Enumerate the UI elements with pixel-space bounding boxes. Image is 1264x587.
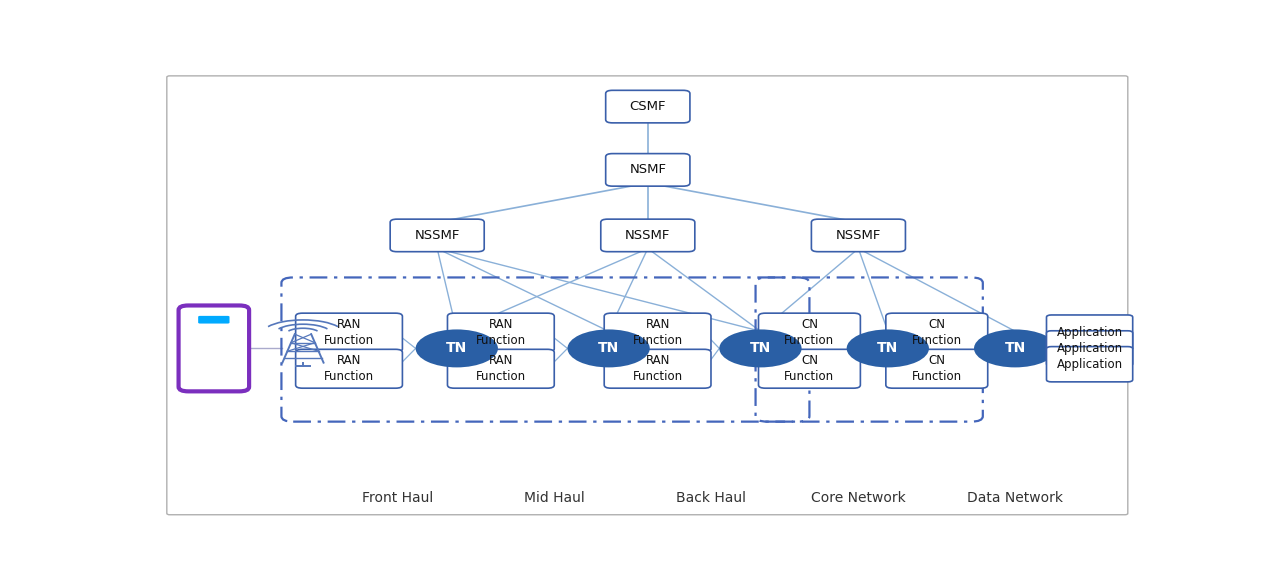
- FancyBboxPatch shape: [605, 90, 690, 123]
- FancyBboxPatch shape: [178, 305, 249, 392]
- Text: RAN
Function: RAN Function: [475, 318, 526, 347]
- Text: Core Network: Core Network: [811, 491, 906, 505]
- Text: Application: Application: [1057, 357, 1122, 371]
- Text: CN
Function: CN Function: [911, 354, 962, 383]
- FancyBboxPatch shape: [296, 313, 402, 352]
- Text: RAN
Function: RAN Function: [475, 354, 526, 383]
- Text: CN
Function: CN Function: [911, 318, 962, 347]
- Text: RAN
Function: RAN Function: [324, 318, 374, 347]
- Text: NSSMF: NSSMF: [626, 229, 670, 242]
- FancyBboxPatch shape: [811, 219, 905, 252]
- Text: CN
Function: CN Function: [785, 318, 834, 347]
- Text: TN: TN: [750, 342, 771, 355]
- Text: TN: TN: [446, 342, 468, 355]
- FancyBboxPatch shape: [600, 219, 695, 252]
- Circle shape: [975, 329, 1057, 367]
- Text: Front Haul: Front Haul: [363, 491, 434, 505]
- Text: Data Network: Data Network: [967, 491, 1063, 505]
- Text: TN: TN: [1005, 342, 1026, 355]
- Circle shape: [719, 329, 801, 367]
- Text: Application: Application: [1057, 342, 1122, 355]
- FancyBboxPatch shape: [1047, 315, 1133, 350]
- Text: Application: Application: [1057, 326, 1122, 339]
- FancyBboxPatch shape: [604, 349, 710, 388]
- FancyBboxPatch shape: [1047, 331, 1133, 366]
- Text: RAN
Function: RAN Function: [324, 354, 374, 383]
- Text: TN: TN: [877, 342, 899, 355]
- Text: NSSMF: NSSMF: [836, 229, 881, 242]
- Text: RAN
Function: RAN Function: [632, 354, 683, 383]
- FancyBboxPatch shape: [296, 349, 402, 388]
- Text: TN: TN: [598, 342, 619, 355]
- FancyBboxPatch shape: [391, 219, 484, 252]
- FancyBboxPatch shape: [447, 349, 554, 388]
- Circle shape: [847, 329, 929, 367]
- Circle shape: [416, 329, 498, 367]
- FancyBboxPatch shape: [167, 76, 1127, 515]
- Text: Mid Haul: Mid Haul: [525, 491, 585, 505]
- FancyBboxPatch shape: [605, 154, 690, 186]
- Text: NSMF: NSMF: [629, 163, 666, 176]
- Circle shape: [568, 329, 650, 367]
- FancyBboxPatch shape: [886, 349, 987, 388]
- Text: Back Haul: Back Haul: [676, 491, 747, 505]
- Text: RAN
Function: RAN Function: [632, 318, 683, 347]
- Text: CN
Function: CN Function: [785, 354, 834, 383]
- FancyBboxPatch shape: [758, 349, 861, 388]
- Text: NSSMF: NSSMF: [415, 229, 460, 242]
- FancyBboxPatch shape: [447, 313, 554, 352]
- Text: CSMF: CSMF: [629, 100, 666, 113]
- FancyBboxPatch shape: [1047, 346, 1133, 382]
- FancyBboxPatch shape: [886, 313, 987, 352]
- FancyBboxPatch shape: [198, 316, 230, 323]
- FancyBboxPatch shape: [758, 313, 861, 352]
- FancyBboxPatch shape: [604, 313, 710, 352]
